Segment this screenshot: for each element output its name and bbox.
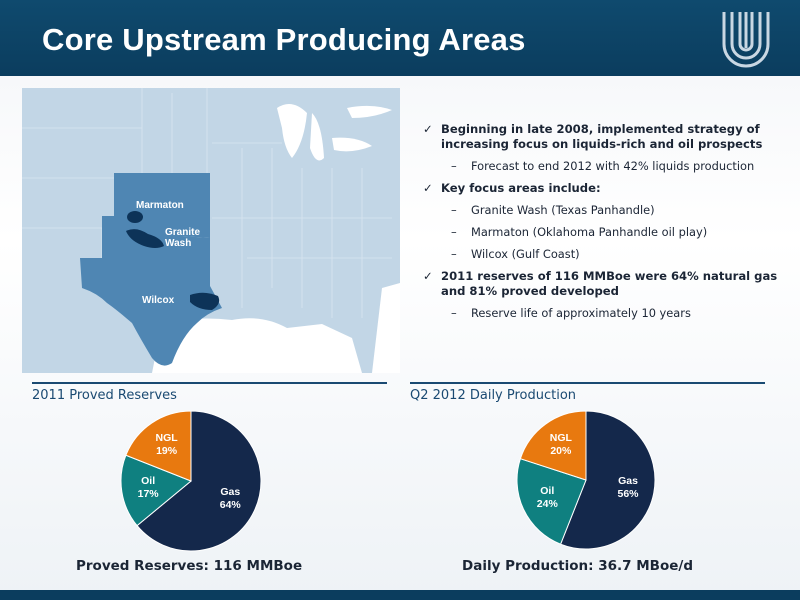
pie-label-oil: Oil 24% xyxy=(527,485,567,511)
us-map-graphic xyxy=(22,88,400,373)
pie-slice-ngl xyxy=(519,410,587,481)
map-label-granite-wash: Granite Wash xyxy=(165,227,201,249)
pie-label-gas: Gas 64% xyxy=(210,486,250,512)
bullet-text: Reserve life of approximately 10 years xyxy=(471,306,691,320)
pie-label-gas: Gas 56% xyxy=(608,475,648,501)
dash-icon: – xyxy=(451,159,457,173)
pie-slice-gas xyxy=(559,410,656,550)
pie-label-ngl: NGL 20% xyxy=(541,432,581,458)
bullet-text: Granite Wash (Texas Panhandle) xyxy=(471,203,655,217)
dash-icon: – xyxy=(451,247,457,261)
pie-label-value: 19% xyxy=(156,445,178,458)
dash-icon: – xyxy=(451,203,457,217)
bullet-list: ✓ Beginning in late 2008, implemented str… xyxy=(423,122,783,328)
pie-label-value: 17% xyxy=(137,487,159,500)
bullet-item: ✓ Key focus areas include: xyxy=(423,181,783,196)
pie-label-name: NGL xyxy=(155,432,178,445)
production-section-title: Q2 2012 Daily Production xyxy=(410,388,577,403)
pie-slice-gas xyxy=(136,410,262,552)
production-caption: Daily Production: 36.7 MBoe/d xyxy=(462,558,693,574)
checkmark-icon: ✓ xyxy=(423,122,433,136)
bullet-item: ✓ Beginning in late 2008, implemented str… xyxy=(423,122,783,152)
pie-label-name: Oil xyxy=(141,474,156,487)
pie-label-name: NGL xyxy=(549,432,572,445)
sub-bullet-item: – Forecast to end 2012 with 42% liquids p… xyxy=(423,159,783,174)
pie-slice-oil xyxy=(120,454,192,527)
pie-label-value: 56% xyxy=(617,488,639,501)
pie-label-value: 20% xyxy=(550,445,572,458)
bullet-text: Key focus areas include: xyxy=(441,181,601,195)
sub-bullet-item: – Granite Wash (Texas Panhandle) xyxy=(423,203,783,218)
map-label-wilcox: Wilcox xyxy=(142,295,175,306)
production-section-rule xyxy=(410,382,765,384)
checkmark-icon: ✓ xyxy=(423,269,433,283)
pie-label-name: Gas xyxy=(220,486,241,499)
dash-icon: – xyxy=(451,306,457,320)
footer-bar xyxy=(0,590,800,600)
pie-label-value: 64% xyxy=(219,499,241,512)
sub-bullet-item: – Reserve life of approximately 10 years xyxy=(423,306,783,321)
production-pie-chart xyxy=(516,410,656,550)
bullet-item: ✓ 2011 reserves of 116 MMBoe were 64% nat… xyxy=(423,269,783,299)
pie-label-value: 24% xyxy=(536,498,558,511)
reserves-section-rule xyxy=(32,382,387,384)
pie-slice-oil xyxy=(516,458,587,545)
pie-label-ngl: NGL 19% xyxy=(147,432,187,458)
bullet-text: Marmaton (Oklahoma Panhandle oil play) xyxy=(471,225,708,239)
pie-label-oil: Oil 17% xyxy=(128,475,168,501)
checkmark-icon: ✓ xyxy=(423,181,433,195)
reserves-section-title: 2011 Proved Reserves xyxy=(32,388,177,403)
reserves-caption: Proved Reserves: 116 MMBoe xyxy=(76,558,303,574)
sub-bullet-item: – Wilcox (Gulf Coast) xyxy=(423,247,783,262)
pie-label-name: Gas xyxy=(618,475,638,488)
company-logo-icon xyxy=(722,12,770,68)
bullet-text: 2011 reserves of 116 MMBoe were 64% natu… xyxy=(441,269,778,298)
sub-bullet-item: – Marmaton (Oklahoma Panhandle oil play) xyxy=(423,225,783,240)
us-map: Marmaton Granite Wash Wilcox xyxy=(22,88,400,373)
pie-slice-ngl xyxy=(125,410,192,482)
page-title: Core Upstream Producing Areas xyxy=(42,22,526,57)
bullet-text: Beginning in late 2008, implemented stra… xyxy=(441,122,763,151)
map-label-marmaton: Marmaton xyxy=(136,200,184,211)
dash-icon: – xyxy=(451,225,457,239)
reserves-pie-chart xyxy=(120,410,262,552)
header-bar: Core Upstream Producing Areas xyxy=(0,0,800,76)
bullet-text: Wilcox (Gulf Coast) xyxy=(471,247,580,261)
bullet-text: Forecast to end 2012 with 42% liquids pr… xyxy=(471,159,755,173)
pie-label-name: Oil xyxy=(540,485,555,498)
